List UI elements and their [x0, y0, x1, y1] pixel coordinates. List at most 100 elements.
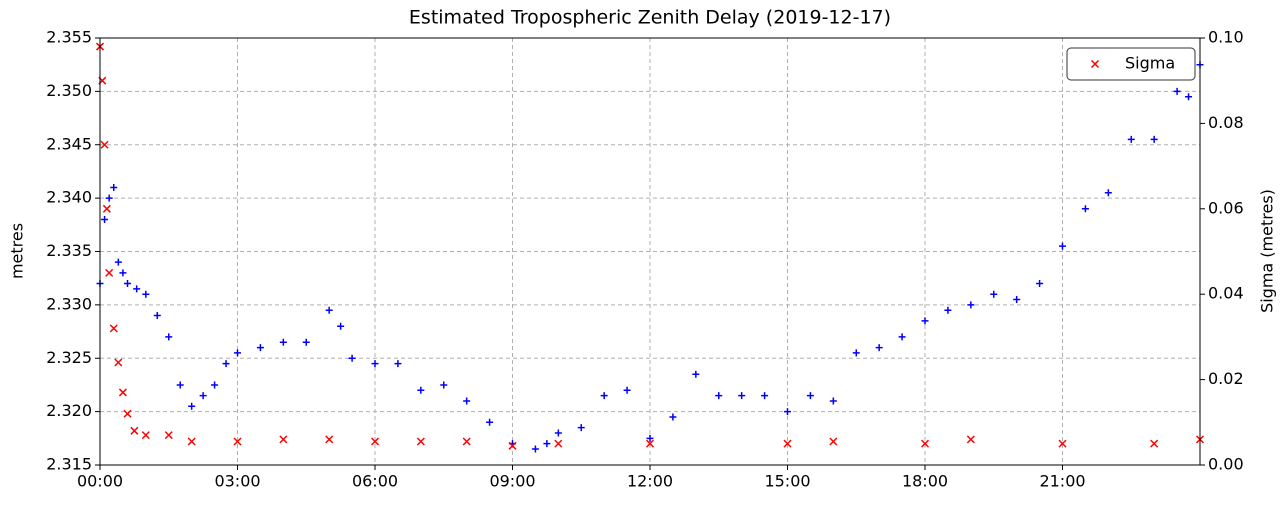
- y2-axis-label: Sigma (metres): [1258, 189, 1277, 313]
- point: [133, 285, 141, 293]
- point: [105, 194, 113, 202]
- point: [187, 437, 196, 446]
- x-tick-label: 03:00: [214, 472, 260, 491]
- x-tick-label: 18:00: [902, 472, 948, 491]
- point: [164, 431, 173, 440]
- y-tick-label: 2.320: [46, 401, 92, 420]
- point: [114, 258, 122, 266]
- point: [829, 437, 838, 446]
- legend-marker: [1090, 59, 1100, 69]
- point: [279, 435, 288, 444]
- x-tick-label: 00:00: [77, 472, 123, 491]
- y-tick-label: 2.325: [46, 348, 92, 367]
- y-tick-label: 2.340: [46, 188, 92, 207]
- x-tick-label: 12:00: [627, 472, 673, 491]
- point: [114, 358, 123, 367]
- point: [875, 344, 883, 352]
- point: [508, 441, 517, 450]
- x-tick-label: 15:00: [764, 472, 810, 491]
- point: [1013, 296, 1021, 304]
- point: [852, 349, 860, 357]
- point: [554, 439, 563, 448]
- point: [371, 360, 379, 368]
- point: [234, 349, 241, 357]
- point: [101, 215, 109, 223]
- point: [118, 388, 127, 397]
- point: [176, 381, 184, 389]
- point: [784, 408, 791, 416]
- y-tick-label: 2.355: [46, 28, 92, 47]
- point: [100, 140, 109, 149]
- plot-frame: [99, 37, 1201, 466]
- point: [256, 344, 264, 352]
- point: [325, 306, 333, 314]
- point: [102, 204, 111, 213]
- point: [761, 392, 769, 400]
- point: [124, 280, 131, 288]
- point: [543, 440, 551, 448]
- point: [1173, 87, 1181, 95]
- y-tick-label: 2.345: [46, 134, 92, 153]
- y2-tick-label: 0.10: [1208, 28, 1244, 47]
- y-axis-label: metres: [8, 223, 27, 279]
- legend-label: Sigma: [1125, 54, 1175, 73]
- point: [462, 437, 471, 446]
- x-tick-label: 09:00: [489, 472, 535, 491]
- point: [130, 426, 139, 435]
- point: [141, 431, 150, 440]
- point: [623, 386, 631, 394]
- point: [233, 437, 242, 446]
- legend-box: [1066, 47, 1196, 81]
- y-tick-label: 2.335: [46, 241, 92, 260]
- point: [645, 439, 655, 448]
- y2-tick-label: 0.08: [1208, 113, 1244, 132]
- point: [1127, 135, 1135, 143]
- point: [110, 183, 118, 191]
- point: [188, 402, 196, 410]
- point: [1081, 205, 1089, 213]
- point: [302, 338, 310, 346]
- point: [1036, 280, 1044, 288]
- point: [646, 434, 654, 442]
- point: [105, 268, 114, 277]
- point: [123, 409, 132, 418]
- point: [692, 370, 700, 378]
- point: [554, 429, 562, 437]
- point: [348, 354, 356, 362]
- point: [967, 301, 975, 309]
- x-tick-label: 21:00: [1039, 472, 1085, 491]
- point: [440, 381, 448, 389]
- point: [463, 397, 471, 405]
- point: [1059, 242, 1066, 250]
- point: [109, 324, 118, 333]
- y2-tick-label: 0.04: [1208, 284, 1244, 303]
- point: [944, 306, 952, 314]
- point: [416, 437, 425, 446]
- point: [990, 290, 998, 298]
- point: [738, 392, 746, 400]
- point: [1150, 135, 1158, 143]
- point: [966, 435, 975, 444]
- point: [165, 333, 173, 341]
- y-tick-label: 2.350: [46, 81, 92, 100]
- point: [153, 312, 161, 320]
- point: [417, 386, 425, 394]
- point: [119, 269, 127, 277]
- point: [600, 392, 608, 400]
- x-tick-label: 06:00: [352, 472, 398, 491]
- point: [577, 424, 585, 432]
- y-tick-label: 2.315: [46, 455, 92, 474]
- point: [486, 418, 494, 426]
- point: [211, 381, 219, 389]
- point: [222, 360, 230, 368]
- y2-tick-label: 0.02: [1208, 369, 1244, 388]
- point: [715, 392, 723, 400]
- point: [806, 392, 814, 400]
- y2-tick-label: 0.00: [1208, 455, 1244, 474]
- point: [337, 322, 345, 330]
- point: [199, 392, 207, 400]
- point: [921, 317, 929, 325]
- y-tick-label: 2.330: [46, 294, 92, 313]
- point: [1185, 93, 1193, 101]
- point: [370, 437, 380, 446]
